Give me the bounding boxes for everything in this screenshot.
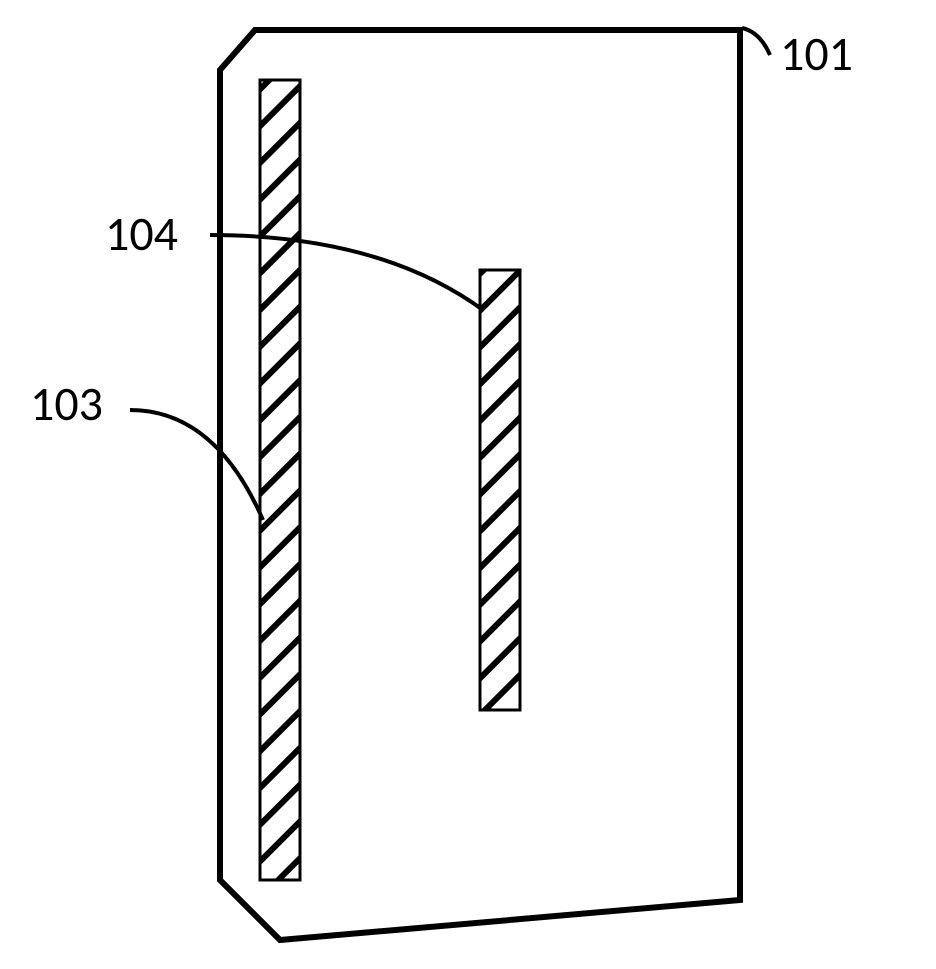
l104-leader [210,235,483,310]
l103-leader [130,410,263,520]
l101-label: 101 [780,24,853,83]
l104-label: 104 [105,204,178,263]
bar-103 [260,80,300,880]
l103-label: 103 [30,374,103,433]
bar-104 [480,270,520,710]
l101-leader [742,28,770,55]
